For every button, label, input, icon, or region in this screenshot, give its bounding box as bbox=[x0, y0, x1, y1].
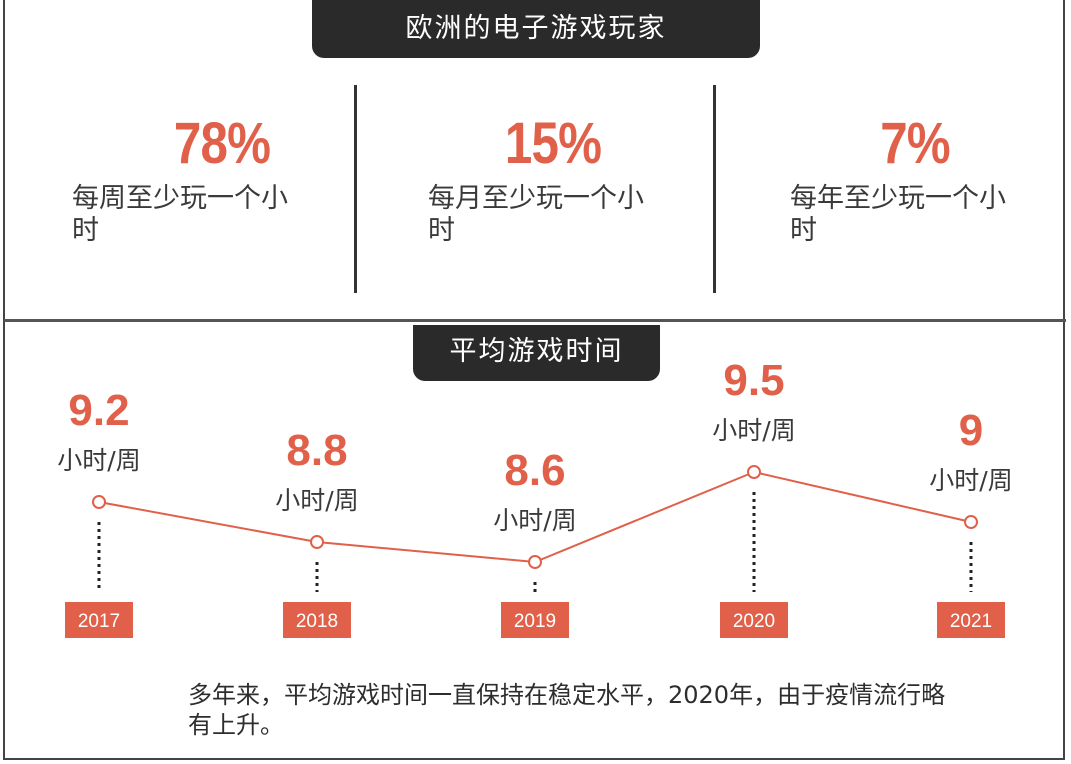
unit-label: 小时/周 bbox=[929, 466, 1012, 495]
unit-label: 小时/周 bbox=[275, 486, 358, 515]
stat-label: 每年至少玩一个小时 bbox=[790, 183, 1006, 246]
stat-label: 每月至少玩一个小时 bbox=[428, 183, 644, 246]
year-label: 2021 bbox=[950, 611, 992, 632]
unit-label: 小时/周 bbox=[712, 416, 795, 445]
stat-weekly: 78% 每周至少玩一个小时 bbox=[72, 110, 372, 247]
infographic-frame bbox=[3, 0, 1065, 760]
value-label: 8.6 bbox=[504, 446, 565, 495]
unit-label: 小时/周 bbox=[57, 446, 140, 475]
year-badge bbox=[720, 602, 788, 638]
value-label: 9.2 bbox=[68, 386, 129, 435]
section-title: 平均游戏时间 bbox=[413, 325, 660, 381]
year-badge bbox=[65, 602, 133, 638]
stat-value: 15% bbox=[504, 111, 602, 176]
stat-label: 每周至少玩一个小时 bbox=[72, 183, 288, 246]
value-label: 8.8 bbox=[286, 426, 347, 475]
year-label: 2020 bbox=[733, 611, 775, 632]
divider bbox=[354, 85, 357, 293]
year-badge bbox=[501, 602, 569, 638]
year-label: 2019 bbox=[514, 611, 556, 632]
year-label: 2017 bbox=[78, 611, 120, 632]
data-point bbox=[964, 515, 978, 529]
stat-monthly: 15% 每月至少玩一个小时 bbox=[428, 110, 728, 247]
stat-value: 78% bbox=[173, 111, 271, 176]
value-label: 9.5 bbox=[723, 356, 784, 405]
value-label: 9 bbox=[959, 406, 983, 455]
data-point bbox=[528, 555, 542, 569]
year-badge bbox=[937, 602, 1005, 638]
stat-yearly: 7% 每年至少玩一个小时 bbox=[790, 110, 1071, 247]
section-divider bbox=[4, 319, 1066, 322]
footnote: 多年来，平均游戏时间一直保持在稳定水平，2020年，由于疫情流行略有上升。 bbox=[188, 681, 946, 739]
year-badge bbox=[283, 602, 351, 638]
stat-value: 7% bbox=[880, 111, 950, 176]
data-point bbox=[92, 495, 106, 509]
year-label: 2018 bbox=[296, 611, 338, 632]
divider bbox=[713, 85, 716, 293]
data-point bbox=[310, 535, 324, 549]
title-banner: 欧洲的电子游戏玩家 bbox=[312, 0, 760, 58]
unit-label: 小时/周 bbox=[493, 506, 576, 535]
data-point bbox=[747, 465, 761, 479]
